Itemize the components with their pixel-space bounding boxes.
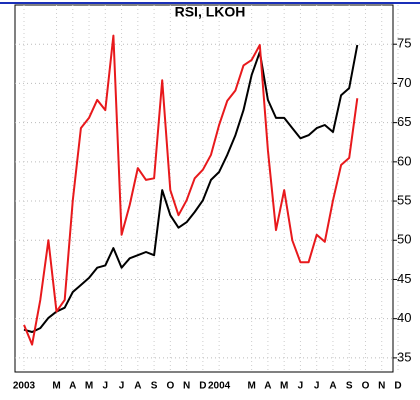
x-tick-label: O (166, 381, 174, 392)
x-tick-label: O (362, 381, 370, 392)
x-tick-label: M (52, 381, 60, 392)
y-tick-label: 40 (397, 310, 411, 325)
plot-frame (14, 4, 394, 373)
x-tick-label: 2004 (208, 381, 231, 392)
y-tick-label: 50 (397, 232, 411, 247)
y-tick-label: 75 (397, 36, 411, 51)
x-tick-label: A (264, 381, 271, 392)
x-tick-label: A (329, 381, 336, 392)
x-tick-label: A (134, 381, 141, 392)
x-tick-label: 2003 (13, 381, 36, 392)
y-tick-label: 45 (397, 271, 411, 286)
x-tick-label: D (199, 381, 206, 392)
x-tick-label: N (183, 381, 190, 392)
x-tick-label: J (103, 381, 109, 392)
y-tick-label: 35 (397, 349, 411, 364)
y-tick-label: 70 (397, 75, 411, 90)
y-tick-label: 65 (397, 114, 411, 129)
y-tick-label: 55 (397, 192, 411, 207)
x-tick-label: M (280, 381, 288, 392)
x-tick-label: N (378, 381, 385, 392)
x-tick-label: M (247, 381, 255, 392)
x-tick-label: J (298, 381, 304, 392)
x-tick-label: M (85, 381, 93, 392)
y-tick-label: 60 (397, 153, 411, 168)
x-tick-label: A (69, 381, 76, 392)
x-tick-label: D (394, 381, 401, 392)
x-tick-label: J (314, 381, 320, 392)
x-tick-label: S (346, 381, 353, 392)
x-tick-label: J (119, 381, 125, 392)
series-line (23, 44, 359, 333)
series-line (23, 34, 359, 346)
x-tick-label: S (151, 381, 158, 392)
chart-title: RSI, LKOH (175, 4, 246, 20)
